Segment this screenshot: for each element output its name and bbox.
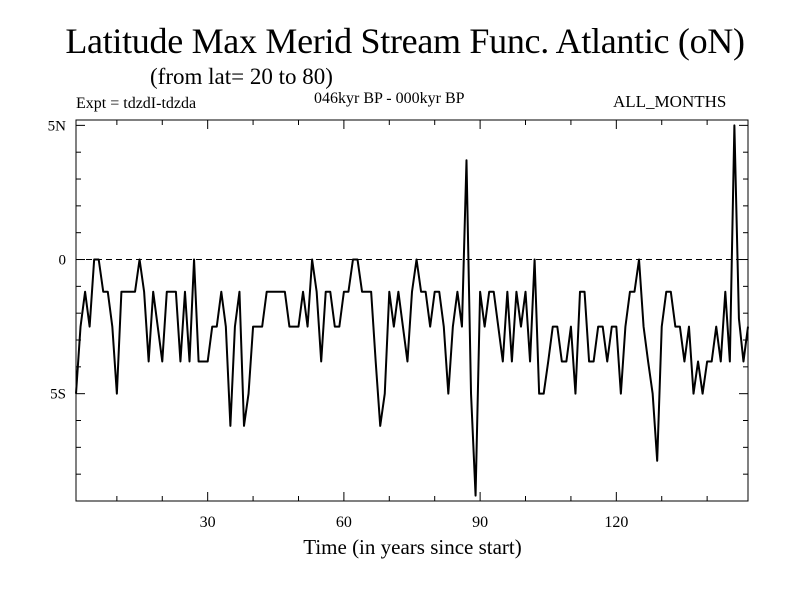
y-tick-label: 0 (59, 253, 67, 269)
x-tick-label: 30 (200, 514, 216, 531)
chart-title: Latitude Max Merid Stream Func. Atlantic… (65, 21, 745, 61)
period-label: 046kyr BP - 000kyr BP (314, 90, 465, 107)
tick-labels: 30 60 90 120 5N 0 5S (48, 118, 629, 531)
x-tick-label: 120 (604, 514, 628, 531)
y-tick-label: 5S (50, 387, 66, 403)
x-tick-label: 90 (472, 514, 488, 531)
plot-frame (75, 119, 749, 502)
experiment-label: Expt = tdzdI-tdzda (76, 95, 197, 112)
series-line (75, 124, 749, 497)
x-tick-label: 60 (336, 514, 352, 531)
x-axis-label: Time (in years since start) (303, 535, 522, 559)
months-label: ALL_MONTHS (613, 92, 727, 111)
chart-subtitle: (from lat= 20 to 80) (150, 64, 333, 89)
y-tick-label: 5N (48, 118, 67, 134)
